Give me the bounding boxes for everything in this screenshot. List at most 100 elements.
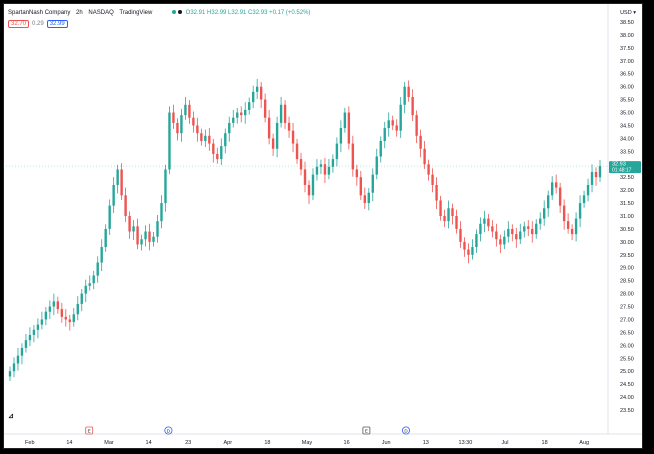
candle-body xyxy=(586,184,590,196)
candle-body xyxy=(503,236,506,245)
candle-body xyxy=(395,125,398,131)
candle-body xyxy=(331,159,335,167)
symbol-name[interactable]: SpartanNash Company xyxy=(8,10,71,16)
candle-body xyxy=(379,140,382,157)
x-tick-label: 18 xyxy=(542,440,548,446)
candle-body xyxy=(84,285,87,294)
candle-body xyxy=(550,182,554,196)
bid-price[interactable]: 32.70 xyxy=(8,20,30,28)
candle-body xyxy=(435,184,438,201)
candle-body xyxy=(208,135,211,144)
interval-label[interactable]: 2h xyxy=(76,10,83,16)
candle-body xyxy=(351,143,355,170)
candle-body xyxy=(443,216,446,222)
candle-body xyxy=(367,192,370,204)
candle-body xyxy=(24,340,28,348)
y-tick-label: 25.00 xyxy=(620,369,634,375)
dividend-marker-icon xyxy=(164,426,173,435)
y-tick-label: 35.00 xyxy=(620,111,634,117)
candle-body xyxy=(180,115,183,134)
candle-body xyxy=(391,120,394,126)
candle-body xyxy=(311,174,315,196)
candle-body xyxy=(431,174,434,185)
candle-body xyxy=(487,218,490,227)
candle-body xyxy=(359,177,363,196)
candle-body xyxy=(339,128,343,144)
countdown-label: 01:48:17 xyxy=(612,168,632,174)
candle-body xyxy=(275,122,279,149)
last-price-label: 32.93 xyxy=(612,162,626,168)
x-tick-label: 14 xyxy=(146,440,152,446)
candle-body xyxy=(184,104,187,116)
candle-body xyxy=(204,135,207,141)
candle-body xyxy=(144,231,147,240)
candle-body xyxy=(327,166,331,175)
candle-body xyxy=(554,182,558,188)
currency-label[interactable]: USD ▾ xyxy=(620,10,636,16)
bid-ask-panel: 32.70 0.29 32.99 xyxy=(8,20,68,28)
x-tick-label: 18 xyxy=(264,440,270,446)
chart-frame: SpartanNash Company 2h NASDAQ TradingVie… xyxy=(3,3,643,449)
earnings-marker-icon xyxy=(85,426,94,435)
candle-body xyxy=(594,172,598,178)
candle-body xyxy=(419,135,422,149)
candle-body xyxy=(164,169,167,204)
candle-body xyxy=(240,112,243,116)
candle-body xyxy=(92,275,95,284)
candle-body xyxy=(48,306,52,312)
y-tick-label: 30.00 xyxy=(620,240,634,246)
candle-body xyxy=(582,195,586,204)
candle-body xyxy=(200,133,203,141)
candle-body xyxy=(236,112,239,118)
candle-body xyxy=(315,166,319,175)
y-tick-label: 29.00 xyxy=(620,266,634,272)
candle-body xyxy=(407,86,410,98)
candle-body xyxy=(347,112,351,144)
y-tick-label: 27.00 xyxy=(620,317,634,323)
y-tick-label: 37.00 xyxy=(620,59,634,65)
y-tick-label: 24.00 xyxy=(620,395,634,401)
candle-body xyxy=(375,156,378,175)
candle-body xyxy=(244,109,247,116)
candle-body xyxy=(463,241,466,250)
candle-body xyxy=(283,104,287,123)
ask-price[interactable]: 32.99 xyxy=(46,20,68,28)
candle-body xyxy=(140,239,143,245)
candle-body xyxy=(355,169,359,178)
candle-body xyxy=(148,231,151,242)
earnings-marker-icon xyxy=(362,426,371,435)
candlestick-chart[interactable]: 38.50 38.00 37.50 37.00 36.50 36.00 35.50 35.00… xyxy=(4,4,642,448)
candle-body xyxy=(156,221,159,237)
x-tick-label: 14 xyxy=(66,440,72,446)
candle-body xyxy=(578,203,582,219)
market-open-dot-icon xyxy=(172,10,176,15)
y-tick-label: 35.50 xyxy=(620,98,634,104)
y-tick-label: 26.00 xyxy=(620,343,634,349)
candle-body xyxy=(387,120,390,129)
y-tick-label: 28.00 xyxy=(620,292,634,298)
y-tick-label: 34.00 xyxy=(620,136,634,142)
y-tick-label: 34.50 xyxy=(620,123,634,129)
candle-body xyxy=(491,226,494,232)
candle-body xyxy=(44,311,48,320)
x-tick-label: Mar xyxy=(104,440,114,446)
source-label: TradingView xyxy=(119,10,153,16)
event-marker-label: E xyxy=(365,429,368,434)
candle-body xyxy=(112,184,115,206)
candle-body xyxy=(507,228,510,237)
candle-body xyxy=(124,195,127,216)
dividend-marker-icon xyxy=(401,426,410,435)
candle-body xyxy=(176,122,179,134)
y-tick-label: 31.50 xyxy=(620,201,634,207)
y-tick-label: 23.50 xyxy=(620,408,634,414)
candle-body xyxy=(483,218,486,224)
spread-value: 0.29 xyxy=(32,21,44,27)
candle-body xyxy=(100,247,103,263)
candle-body xyxy=(531,228,534,235)
candle-body xyxy=(36,324,40,330)
candle-body xyxy=(160,203,163,222)
candle-body xyxy=(192,117,195,126)
candle-body xyxy=(196,125,199,134)
candle-body xyxy=(259,86,263,100)
event-marker-label: D xyxy=(167,429,171,434)
